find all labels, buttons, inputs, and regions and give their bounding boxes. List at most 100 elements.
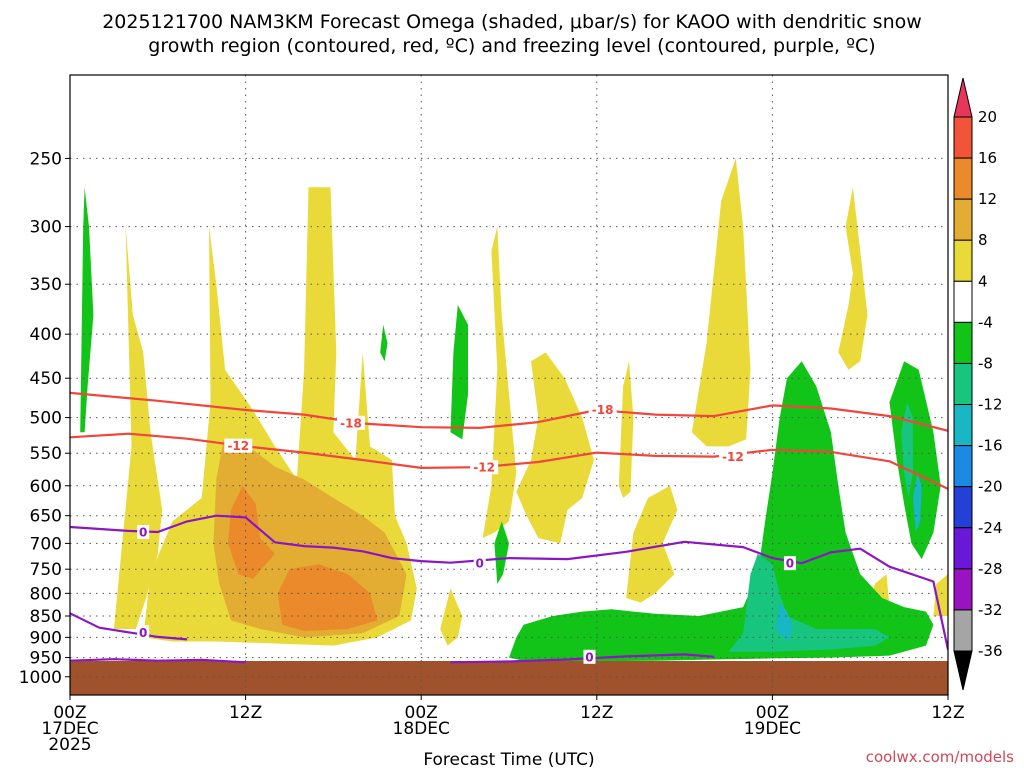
colorbar-label-12: -32 <box>978 601 1003 619</box>
colorbar-label-0: 20 <box>978 108 997 126</box>
colorbar-label-13: -36 <box>978 642 1003 660</box>
omega-region-23 <box>912 473 922 533</box>
contour-label-bg-3 <box>470 460 499 475</box>
contour-label-bg-5 <box>137 525 150 540</box>
contour-label-7: 0 <box>786 557 794 571</box>
y-tick-label-750: 750 <box>30 560 62 580</box>
contour-label-bg-8 <box>137 625 150 640</box>
contour-label-2: -12 <box>227 439 249 453</box>
x-tick-label-0-0: 00Z <box>53 703 86 723</box>
y-axis: 2503003504004505005506006507007508008509… <box>19 149 70 688</box>
colorbar-label-2: 12 <box>978 190 997 208</box>
colorbar-segment-12 <box>953 609 973 652</box>
x-axis-label: Forecast Time (UTC) <box>423 750 594 768</box>
x-tick-label-0-2: 2025 <box>48 735 91 755</box>
contour-freezing-level-surface <box>450 653 714 664</box>
omega-region-5 <box>618 361 634 498</box>
contour-freezing-level-base <box>70 658 246 664</box>
omega-region-20 <box>728 553 890 652</box>
colorbar-segment-3 <box>953 239 973 282</box>
contour-dgz-minus12 <box>70 432 948 490</box>
contour-dgz-minus18 <box>70 391 948 432</box>
colorbar-label-10: -24 <box>978 519 1003 537</box>
y-tick-label-1000: 1000 <box>19 668 62 688</box>
omega-shading <box>80 158 948 662</box>
chart-title-line-2: growth region (contoured, red, ºC) and f… <box>148 35 875 57</box>
contour-label-1: -18 <box>592 403 614 417</box>
y-tick-label-350: 350 <box>30 275 62 295</box>
contour-label-6: 0 <box>476 557 484 571</box>
omega-region-6 <box>626 485 678 603</box>
y-tick-label-850: 850 <box>30 607 62 627</box>
y-tick-label-800: 800 <box>30 584 62 604</box>
x-tick-label-12-0: 12Z <box>229 703 262 723</box>
colorbar-label-8: -16 <box>978 437 1003 455</box>
credit-text: coolwx.com/models <box>866 748 1014 766</box>
x-tick-label-24-0: 00Z <box>405 703 438 723</box>
plot-frame <box>69 74 949 696</box>
chart-title-line-1: 2025121700 NAM3KM Forecast Omega (shaded… <box>102 11 922 33</box>
colorbar-segment-4 <box>953 280 973 323</box>
contour-lines <box>70 391 948 664</box>
omega-region-12 <box>228 485 275 579</box>
contour-label-bg-1 <box>588 402 617 417</box>
colorbar-label-6: -8 <box>978 354 993 372</box>
contour-label-4: -12 <box>722 450 744 464</box>
colorbar-segment-9 <box>953 486 973 529</box>
colorbar-label-7: -12 <box>978 396 1003 414</box>
y-tick-label-500: 500 <box>30 409 62 429</box>
omega-region-18 <box>509 361 934 662</box>
y-tick-label-550: 550 <box>30 444 62 464</box>
colorbar-label-5: -4 <box>978 313 993 331</box>
contour-label-bg-4 <box>718 449 747 464</box>
colorbar-segment-1 <box>953 157 973 200</box>
omega-region-8 <box>838 187 868 370</box>
x-tick-label-0-1: 17DEC <box>41 719 98 739</box>
contour-label-9: 0 <box>585 650 593 664</box>
colorbar-segment-2 <box>953 198 973 241</box>
omega-region-7 <box>691 158 751 447</box>
colorbar-label-11: -28 <box>978 560 1003 578</box>
omega-region-19 <box>889 361 941 560</box>
omega-region-17 <box>494 521 509 584</box>
colorbar-segment-8 <box>953 445 973 488</box>
y-tick-label-450: 450 <box>30 369 62 389</box>
y-tick-label-400: 400 <box>30 325 62 345</box>
contour-freezing-level <box>70 514 948 650</box>
omega-region-13 <box>277 564 378 632</box>
x-tick-label-36-0: 12Z <box>580 703 613 723</box>
contour-label-bg-2 <box>224 438 253 453</box>
x-tick-label-60-0: 12Z <box>931 703 964 723</box>
y-tick-label-250: 250 <box>30 149 62 169</box>
y-tick-label-300: 300 <box>30 218 62 238</box>
colorbar-arrow-top <box>953 77 973 118</box>
omega-region-14 <box>80 187 94 433</box>
contour-freezing-level-low <box>70 612 188 641</box>
omega-region-10 <box>933 574 948 616</box>
colorbar-segment-5 <box>953 321 973 364</box>
colorbar-label-1: 16 <box>978 149 997 167</box>
colorbar-label-4: 4 <box>978 272 988 290</box>
omega-region-3 <box>482 226 517 538</box>
y-tick-label-900: 900 <box>30 628 62 648</box>
omega-region-15 <box>380 324 388 362</box>
y-tick-label-650: 650 <box>30 507 62 527</box>
plot-area: -18 -18 -12 -12 -12 0 0 0 0 0 <box>70 75 948 695</box>
colorbar-label-9: -20 <box>978 478 1003 496</box>
contour-label-0: -18 <box>340 416 362 430</box>
contour-label-bg-9 <box>583 649 596 664</box>
y-tick-label-600: 600 <box>30 477 62 497</box>
colorbar-segment-10 <box>953 527 973 570</box>
omega-region-4 <box>516 352 594 544</box>
colorbar-segment-7 <box>953 404 973 447</box>
contour-label-8: 0 <box>139 626 147 640</box>
omega-region-0 <box>113 226 163 629</box>
contour-label-bg-7 <box>783 556 796 571</box>
contour-label-bg-6 <box>473 556 486 571</box>
x-tick-label-48-1: 19DEC <box>744 719 801 739</box>
colorbar-arrow-bottom <box>953 650 973 691</box>
colorbar: 20 16 12 8 4 -4 -8 -12 -16 -20 -24 -28 -32 -36 <box>953 77 1003 691</box>
omega-region-2 <box>440 588 463 646</box>
